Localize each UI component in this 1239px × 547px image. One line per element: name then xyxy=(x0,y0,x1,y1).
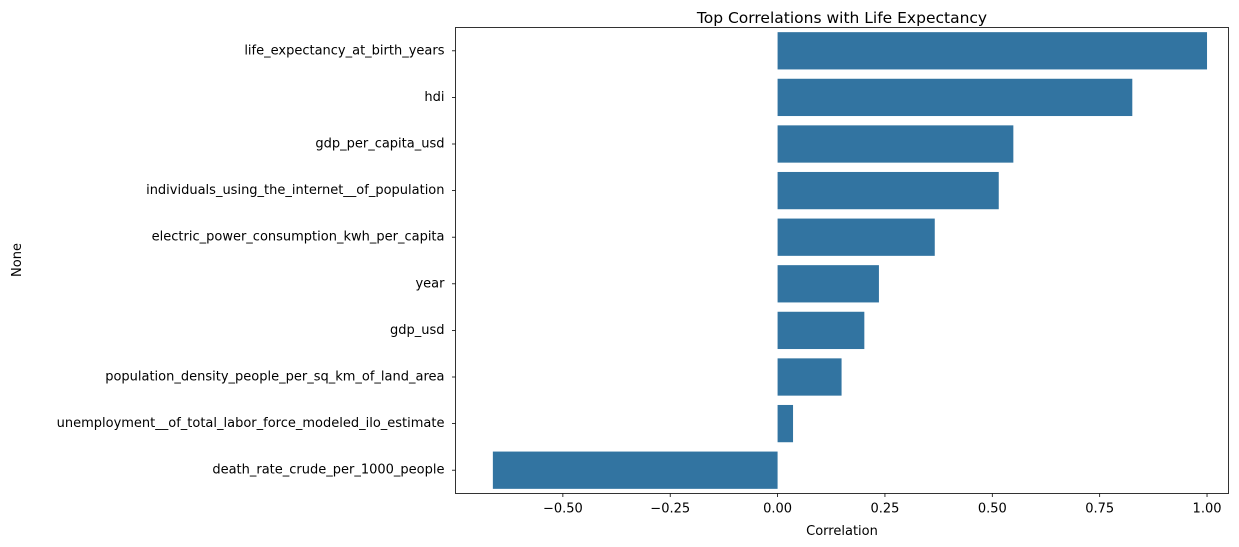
x-tick-label: 0.50 xyxy=(978,502,1007,517)
x-tick-label: −0.25 xyxy=(650,502,690,517)
bar-gdp_per_capita_usd xyxy=(777,125,1014,163)
bar-unemployment__of_total_labor_force_modeled_ilo_estimate xyxy=(777,404,794,443)
y-tick-label: individuals_using_the_internet__of_popul… xyxy=(146,183,444,198)
y-tick-label: electric_power_consumption_kwh_per_capit… xyxy=(152,230,445,245)
y-tick-label: hdi xyxy=(424,90,444,105)
y-tick-label: death_rate_crude_per_1000_people xyxy=(212,463,444,478)
bar-individuals_using_the_internet__of_population xyxy=(777,171,999,210)
bar-electric_power_consumption_kwh_per_capita xyxy=(777,218,935,256)
x-tick-label: −0.50 xyxy=(543,502,583,517)
x-axis-title: Correlation xyxy=(806,524,878,539)
x-axis-ticks: −0.50 −0.25 0.00 0.25 0.50 0.75 1.00 xyxy=(543,493,1222,517)
y-axis-title: None xyxy=(10,243,25,277)
y-tick-label: gdp_usd xyxy=(390,323,445,338)
y-tick-label: gdp_per_capita_usd xyxy=(315,137,444,152)
bar-population_density_people_per_sq_km_of_land_area xyxy=(777,358,842,396)
plot-frame xyxy=(455,27,1229,494)
x-tick-label: 1.00 xyxy=(1193,502,1222,517)
bar-life_expectancy_at_birth_years xyxy=(777,32,1208,70)
bar-gdp_usd xyxy=(777,311,865,350)
x-tick-label: 0.00 xyxy=(763,502,792,517)
y-tick-label: life_expectancy_at_birth_years xyxy=(244,43,444,58)
bar-year xyxy=(777,265,879,303)
y-tick-label: year xyxy=(415,276,445,291)
bar-hdi xyxy=(777,78,1133,117)
chart-title: Top Correlations with Life Expectancy xyxy=(696,9,987,27)
y-tick-label: unemployment__of_total_labor_force_model… xyxy=(57,416,445,431)
bar-death_rate_crude_per_1000_people xyxy=(492,451,778,489)
y-tick-label: population_density_people_per_sq_km_of_l… xyxy=(105,370,444,385)
x-tick-label: 0.25 xyxy=(870,502,899,517)
x-tick-label: 0.75 xyxy=(1085,502,1114,517)
bars-group xyxy=(492,32,1208,489)
